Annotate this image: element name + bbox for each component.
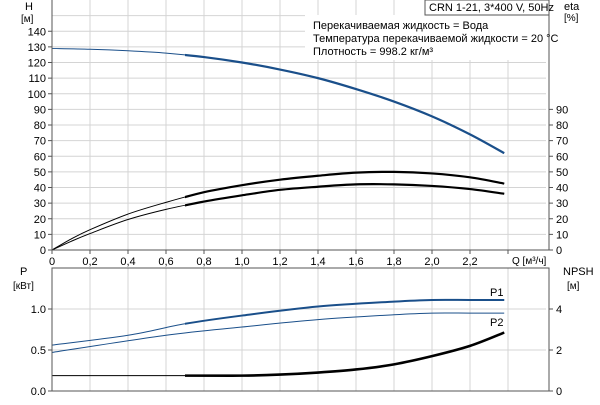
p2-curve xyxy=(51,312,505,353)
efficiency-curve-lower-operating-range xyxy=(185,183,505,207)
y2-tick-label: 90 xyxy=(556,104,568,116)
y2-tick-label: 40 xyxy=(556,183,568,195)
x-tick-label: 0 xyxy=(49,256,55,268)
x-tick-label: 0,8 xyxy=(196,256,211,268)
x-tick-label: 1,4 xyxy=(310,256,325,268)
y2-axis-unit-npsh: [м] xyxy=(567,281,580,292)
head-curve xyxy=(51,47,505,154)
bottom-panel-frame xyxy=(51,267,550,392)
y-tick-label: 0.0 xyxy=(31,386,46,398)
head-curve-operating-range xyxy=(185,53,505,155)
y2-axis-label-npsh: NPSH xyxy=(563,266,594,278)
y-tick-label: 90 xyxy=(34,104,46,116)
y2-tick-label: 80 xyxy=(556,120,568,132)
y2-tick-label: 2 xyxy=(556,345,562,357)
y-axis-unit-p: [кВт] xyxy=(13,281,34,292)
y-tick-label: 50 xyxy=(34,167,46,179)
x-tick-label: 1,2 xyxy=(272,256,287,268)
y-tick-label: 140 xyxy=(28,26,46,38)
y-axis-unit-h: [м] xyxy=(21,14,34,25)
y2-tick-label: 0 xyxy=(556,245,562,257)
x-tick-label: 0,6 xyxy=(158,256,173,268)
y-tick-label: 0.5 xyxy=(31,345,46,357)
y2-tick-label: 30 xyxy=(556,198,568,210)
p1-curve-operating-range xyxy=(185,298,505,325)
y-axis-label-p: P xyxy=(20,266,27,278)
y-tick-label: 110 xyxy=(28,73,46,85)
y-tick-label: 80 xyxy=(34,120,46,132)
efficiency-curve-upper-operating-range xyxy=(185,170,505,199)
y2-axis-unit-eta: [%] xyxy=(564,13,579,24)
y-tick-label: 130 xyxy=(28,42,46,54)
annotation-temperature: Температура перекачиваемой жидкости = 20… xyxy=(313,33,559,45)
y-tick-label: 60 xyxy=(34,151,46,163)
chart-title: CRN 1-21, 3*400 V, 50Hz xyxy=(429,2,554,14)
y-tick-label: 1.0 xyxy=(31,304,46,316)
title-box xyxy=(424,0,550,16)
y2-tick-label: 4 xyxy=(556,304,562,316)
x-tick-label: 2,0 xyxy=(424,256,439,268)
y2-tick-label: 20 xyxy=(556,214,568,226)
y-tick-label: 20 xyxy=(34,214,46,226)
y-tick-label: 0 xyxy=(40,245,46,257)
y2-axis-label-eta: eta xyxy=(564,1,580,13)
y-tick-label: 30 xyxy=(34,198,46,210)
annotation-background xyxy=(305,15,549,60)
y2-tick-label: 10 xyxy=(556,229,568,241)
x-tick-label: 1,6 xyxy=(348,256,363,268)
x-tick-label: 1,8 xyxy=(386,256,401,268)
npsh-curve-operating-range xyxy=(185,331,505,378)
y2-tick-label: 0 xyxy=(556,386,562,398)
y2-tick-label: 50 xyxy=(556,167,568,179)
x-axis-label: Q [м³/ч] xyxy=(512,256,547,267)
y-tick-label: 100 xyxy=(28,89,46,101)
y-tick-label: 40 xyxy=(34,183,46,195)
y-axis-label-h: H xyxy=(25,1,33,13)
annotation-density: Плотность = 998.2 кг/м³ xyxy=(313,46,433,58)
x-tick-label: 0,2 xyxy=(82,256,97,268)
x-tick-label: 0,4 xyxy=(120,256,135,268)
series-label-p1: P1 xyxy=(490,287,503,299)
y-tick-label: 10 xyxy=(34,229,46,241)
p1-curve xyxy=(51,299,505,346)
x-tick-label: 1,0 xyxy=(234,256,249,268)
curves xyxy=(51,47,505,378)
y2-tick-label: 60 xyxy=(556,151,568,163)
y2-tick-label: 70 xyxy=(556,136,568,148)
annotation-liquid: Перекачиваемая жидкость = Вода xyxy=(313,20,489,32)
efficiency-curve-upper xyxy=(51,171,505,251)
axes: 0 0,2 0,4 0,6 0,8 1,0 1,2 1,4 1,6 1,8 2,0 2,2010203… xyxy=(28,0,568,398)
x-tick-label: 2,2 xyxy=(462,256,477,268)
y-tick-label: 120 xyxy=(28,58,46,70)
y-tick-label: 70 xyxy=(34,136,46,148)
series-label-p2: P2 xyxy=(490,317,503,329)
